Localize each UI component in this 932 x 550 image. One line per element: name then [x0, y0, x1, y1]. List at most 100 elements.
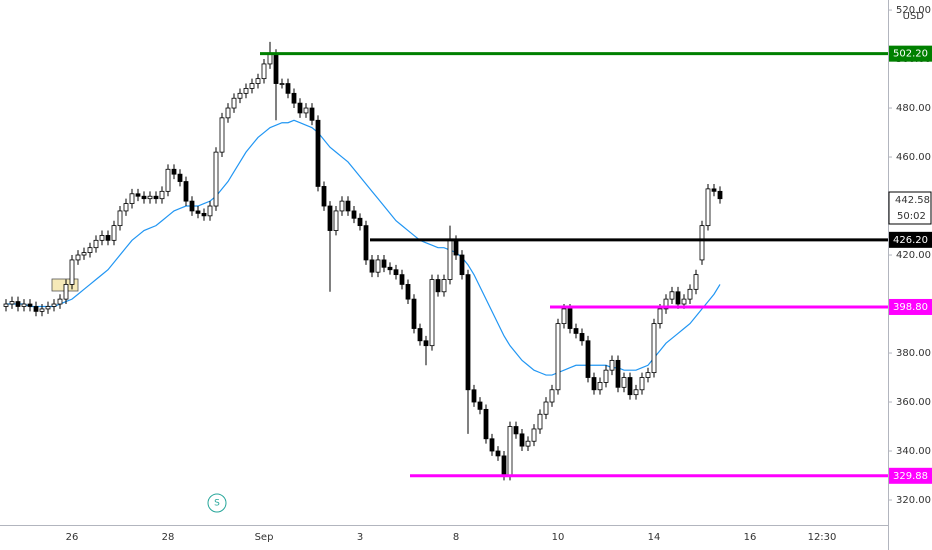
candle-body: [417, 328, 423, 342]
currency-label: USD: [903, 11, 925, 22]
candle-body: [699, 225, 705, 261]
candle-body: [693, 274, 699, 290]
level-label-box: [889, 45, 932, 62]
candle-body: [435, 279, 441, 293]
candle-body: [681, 298, 687, 305]
candle-body: [303, 107, 309, 114]
candle-body: [333, 210, 339, 231]
candle-body: [321, 186, 327, 207]
candle-body: [123, 203, 129, 212]
candle-body: [507, 426, 513, 476]
candle-body: [657, 308, 663, 325]
candle-body: [603, 369, 609, 383]
candle-body: [639, 377, 645, 391]
candle-body: [159, 190, 165, 200]
x-tick-label: 28: [162, 532, 175, 543]
x-tick-label: 26: [66, 532, 79, 543]
candle-body: [207, 205, 213, 217]
candle-body: [3, 303, 9, 307]
candle-body: [99, 235, 105, 241]
candle-body: [405, 284, 411, 300]
candle-body: [351, 210, 357, 219]
candle-body: [177, 173, 183, 182]
candle-body: [171, 168, 177, 175]
candle-body: [573, 328, 579, 334]
x-tick-label: 14: [648, 532, 661, 543]
candle-body: [717, 190, 723, 200]
candle-body: [363, 225, 369, 261]
candle-body: [189, 200, 195, 212]
candle-body: [165, 168, 171, 192]
candle-body: [399, 274, 405, 285]
candle-body: [387, 266, 393, 271]
candle-body: [237, 92, 243, 99]
candle-body: [579, 333, 585, 342]
price-label: 442.58: [895, 195, 930, 206]
candle-body: [675, 291, 681, 305]
candle-body: [549, 389, 555, 403]
candle-body: [471, 389, 477, 403]
event-icon[interactable]: [207, 493, 227, 513]
candle-body: [63, 284, 69, 300]
candle-body: [543, 401, 549, 415]
candle-body: [147, 195, 153, 200]
candle-body: [465, 274, 471, 391]
level-label: 329.88: [893, 471, 928, 482]
candle-body: [141, 195, 147, 200]
candle-body: [45, 306, 51, 310]
candle-body: [339, 200, 345, 212]
candle-body: [183, 181, 189, 202]
candle-body: [663, 298, 669, 310]
y-tick-label: 420.00: [896, 250, 931, 261]
candle-body: [267, 53, 273, 65]
candle-body: [129, 193, 135, 204]
candle-body: [315, 119, 321, 187]
x-tick-label: Sep: [255, 532, 274, 543]
candle-body: [495, 450, 501, 457]
candle-body: [561, 308, 567, 325]
candle-body: [15, 301, 21, 307]
candle-body: [615, 359, 621, 388]
candle-body: [309, 107, 315, 121]
candle-body: [255, 78, 261, 84]
candle-body: [477, 401, 483, 410]
level-label-box: [889, 231, 932, 248]
candle-body: [651, 323, 657, 374]
candle-body: [513, 426, 519, 435]
y-tick-label: 320.00: [896, 495, 931, 506]
candle-body: [597, 382, 603, 391]
candle-body: [441, 279, 447, 293]
candle-body: [27, 303, 33, 307]
y-tick-label: 460.00: [896, 152, 931, 163]
candle-body: [411, 298, 417, 329]
candle-body: [291, 92, 297, 104]
candle-body: [249, 83, 255, 89]
candle-body: [261, 63, 267, 80]
candle-body: [201, 212, 207, 217]
candle-body: [519, 433, 525, 447]
candle-body: [21, 303, 27, 307]
candle-body: [645, 372, 651, 378]
moving-average: [6, 119, 721, 376]
candle-body: [555, 323, 561, 391]
candle-body: [705, 188, 711, 227]
candle-body: [87, 247, 93, 253]
level-label: 502.20: [893, 49, 928, 60]
candle-body: [327, 205, 333, 231]
candle-body: [429, 279, 435, 347]
y-tick-label: 520.00: [896, 5, 931, 16]
candle-body: [393, 269, 399, 276]
candle-body: [585, 340, 591, 378]
level-label-box: [889, 467, 932, 484]
candle-body: [111, 225, 117, 241]
candle-body: [9, 301, 15, 305]
candle-body: [117, 210, 123, 227]
candle-body: [375, 259, 381, 273]
event-icon-letter: S: [214, 499, 220, 509]
candle-body: [33, 306, 39, 312]
candle-body: [633, 389, 639, 396]
candle-body: [537, 413, 543, 430]
candle-body: [273, 53, 279, 84]
x-tick-label: 3: [357, 532, 363, 543]
x-tick-label: 16: [744, 532, 757, 543]
